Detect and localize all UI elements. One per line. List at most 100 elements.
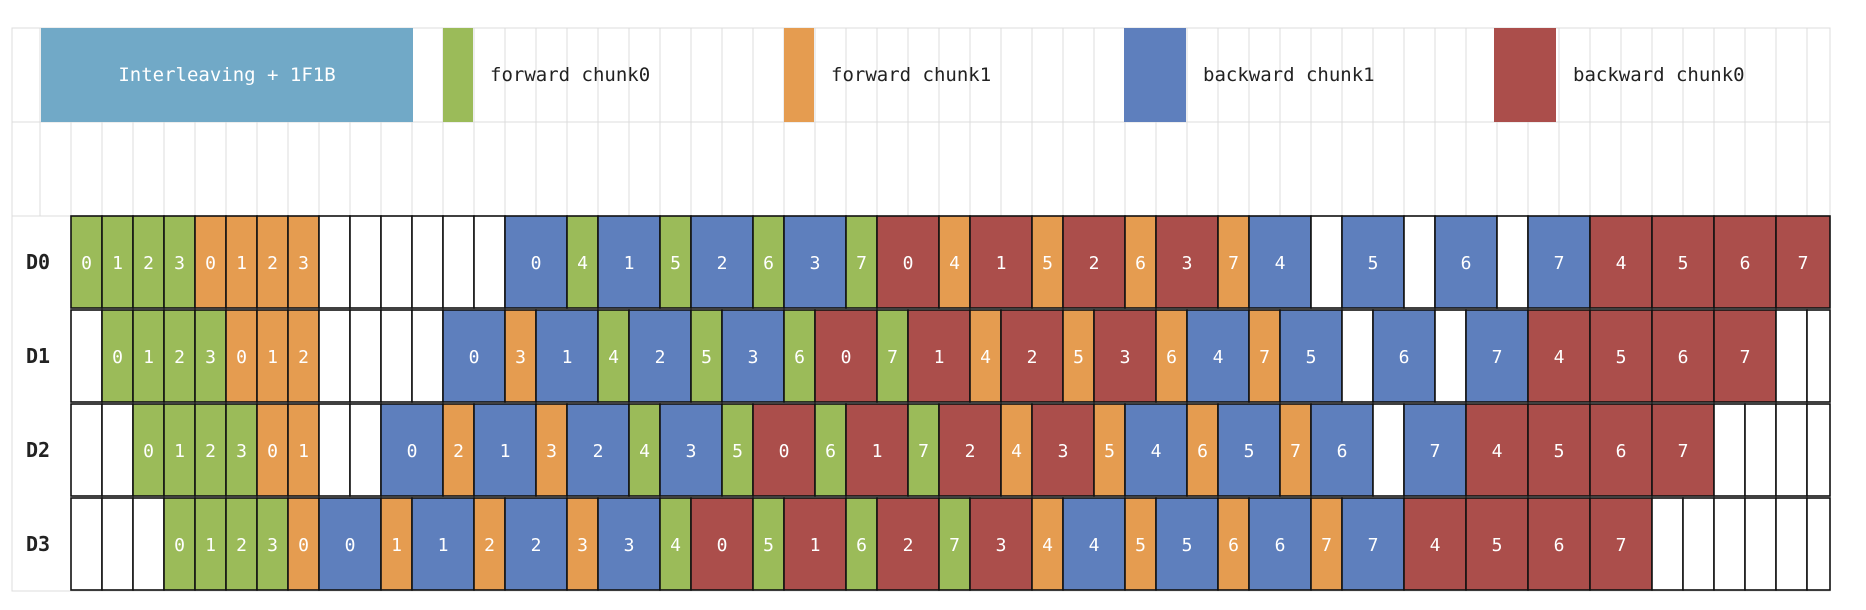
forward-chunk1-block: 7 <box>1217 215 1250 309</box>
legend-swatch <box>784 28 814 122</box>
microbatch-label: 2 <box>655 347 666 368</box>
block-rect <box>1806 497 1831 591</box>
forward-chunk1-block: 0 <box>225 309 258 403</box>
microbatch-label: 1 <box>934 347 945 368</box>
forward-chunk0-block: 5 <box>752 497 785 591</box>
block-rect <box>1000 403 1033 497</box>
forward-chunk1-block: 6 <box>1186 403 1219 497</box>
microbatch-label: 5 <box>1616 347 1627 368</box>
microbatch-label: 4 <box>1430 535 1441 556</box>
block-rect <box>1124 497 1157 591</box>
forward-chunk1-block: 7 <box>1310 497 1343 591</box>
backward-chunk1-block: 4 <box>1248 215 1312 309</box>
forward-chunk1-block: 3 <box>287 215 320 309</box>
microbatch-label: 4 <box>1089 535 1100 556</box>
backward-chunk0-block: 5 <box>1465 497 1529 591</box>
forward-chunk0-block: 4 <box>597 309 630 403</box>
block-rect <box>1341 215 1405 309</box>
forward-chunk0-block: 1 <box>101 215 134 309</box>
microbatch-label: 4 <box>1492 441 1503 462</box>
microbatch-label: 0 <box>298 535 309 556</box>
microbatch-label: 2 <box>143 253 154 274</box>
backward-chunk0-block: 7 <box>1589 497 1653 591</box>
block-rect <box>1093 403 1126 497</box>
block-rect <box>1248 215 1312 309</box>
forward-chunk1-block: 6 <box>1124 215 1157 309</box>
backward-chunk1-block: 5 <box>1279 309 1343 403</box>
forward-chunk1-block: 0 <box>194 215 227 309</box>
block-rect <box>380 403 444 497</box>
forward-chunk0-block: 7 <box>845 215 878 309</box>
microbatch-label: 6 <box>1678 347 1689 368</box>
microbatch-label: 6 <box>1554 535 1565 556</box>
microbatch-label: 2 <box>1089 253 1100 274</box>
backward-chunk1-block: 2 <box>628 309 692 403</box>
block-rect <box>938 497 971 591</box>
forward-chunk0-block: 3 <box>225 403 258 497</box>
backward-chunk0-block: 7 <box>1713 309 1777 403</box>
backward-chunk1-block: 4 <box>1186 309 1250 403</box>
block-rect <box>256 497 289 591</box>
microbatch-label: 6 <box>1399 347 1410 368</box>
block-rect <box>876 215 940 309</box>
block-rect <box>1496 215 1529 309</box>
microbatch-label: 2 <box>717 253 728 274</box>
block-rect <box>1310 215 1343 309</box>
microbatch-label: 3 <box>1182 253 1193 274</box>
microbatch-label: 4 <box>1213 347 1224 368</box>
backward-chunk1-block: 4 <box>1062 497 1126 591</box>
block-rect <box>1062 497 1126 591</box>
idle-slot <box>70 403 103 497</box>
microbatch-label: 7 <box>1228 253 1239 274</box>
forward-chunk0-block: 2 <box>163 309 196 403</box>
block-rect <box>163 215 196 309</box>
block-rect <box>1527 403 1591 497</box>
microbatch-label: 0 <box>779 441 790 462</box>
block-rect <box>380 215 413 309</box>
microbatch-label: 6 <box>825 441 836 462</box>
microbatch-label: 6 <box>1337 441 1348 462</box>
microbatch-label: 1 <box>500 441 511 462</box>
idle-slot <box>1775 403 1808 497</box>
block-rect <box>380 497 413 591</box>
microbatch-label: 4 <box>670 535 681 556</box>
legend-title: Interleaving + 1F1B <box>118 64 335 86</box>
block-rect <box>1155 215 1219 309</box>
forward-chunk0-block: 0 <box>70 215 103 309</box>
forward-chunk1-block: 4 <box>1031 497 1064 591</box>
forward-chunk1-block: 5 <box>1124 497 1157 591</box>
block-rect <box>287 497 320 591</box>
forward-chunk0-block: 5 <box>659 215 692 309</box>
backward-chunk1-block: 2 <box>690 215 754 309</box>
microbatch-label: 7 <box>1290 441 1301 462</box>
idle-slot <box>1682 497 1715 591</box>
backward-chunk0-block: 4 <box>1465 403 1529 497</box>
idle-slot <box>349 215 382 309</box>
microbatch-label: 1 <box>174 441 185 462</box>
block-rect <box>1403 497 1467 591</box>
legend-item-f1: forward chunk1 <box>784 28 991 122</box>
backward-chunk0-block: 3 <box>969 497 1033 591</box>
legend-swatch <box>443 28 473 122</box>
block-rect <box>1093 309 1157 403</box>
legend-item-b1: backward chunk1 <box>1124 28 1375 122</box>
block-rect <box>907 403 940 497</box>
idle-slot <box>349 309 382 403</box>
block-rect <box>1217 497 1250 591</box>
device-row-d0: D0 0 1 2 3 0 1 2 3 0 4 1 5 2 6 3 7 0 4 1 5 2 6 3 7 4 5 6 7 4 5 6 7 <box>26 215 1831 309</box>
forward-chunk1-block: 5 <box>1093 403 1126 497</box>
microbatch-label: 3 <box>577 535 588 556</box>
idle-slot <box>1434 309 1467 403</box>
forward-chunk0-block: 3 <box>163 215 196 309</box>
forward-chunk1-block: 5 <box>1031 215 1064 309</box>
block-rect <box>535 309 599 403</box>
block-rect <box>1744 403 1777 497</box>
device-row-d2: D2 0 1 2 3 0 1 0 2 1 3 2 4 3 5 0 6 1 7 2 4 3 5 4 6 5 7 6 7 4 5 6 7 <box>26 403 1831 497</box>
legend-label: backward chunk1 <box>1203 64 1375 86</box>
backward-chunk0-block: 2 <box>938 403 1002 497</box>
legend-label: forward chunk0 <box>490 64 650 86</box>
forward-chunk0-block: 5 <box>690 309 723 403</box>
backward-chunk0-block: 5 <box>1527 403 1591 497</box>
microbatch-label: 4 <box>1011 441 1022 462</box>
backward-chunk0-block: 2 <box>1062 215 1126 309</box>
